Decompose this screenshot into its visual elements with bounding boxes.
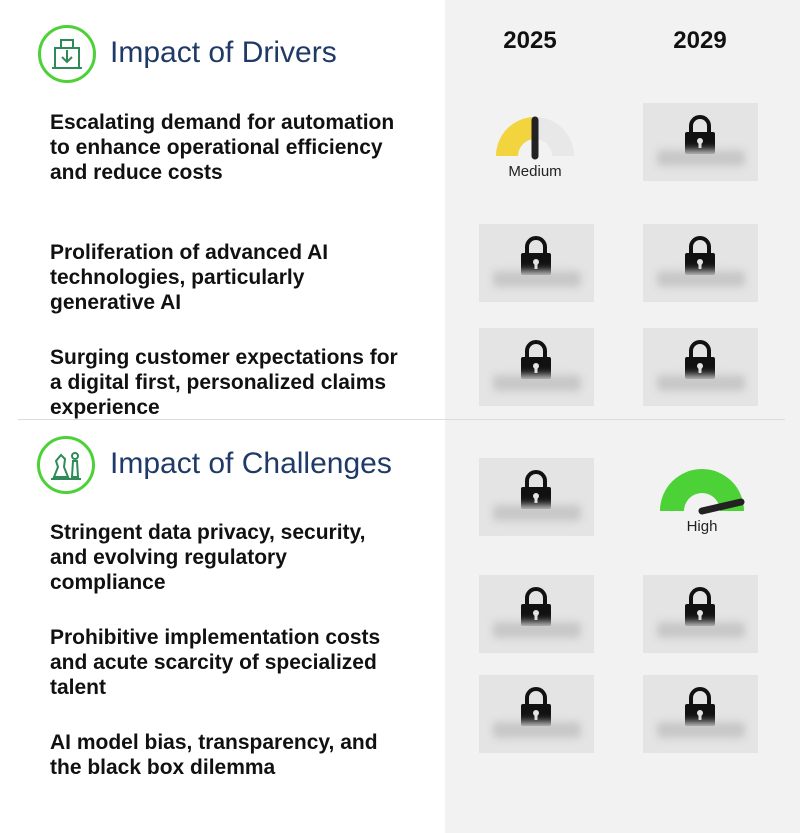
locked-rating-tile[interactable] xyxy=(643,328,758,406)
high-gauge-label: High xyxy=(686,518,718,535)
challenge-item-2: Prohibitive implementation costs and acu… xyxy=(50,626,381,699)
year-2029-header: 2029 xyxy=(673,27,727,54)
lock-icon xyxy=(685,687,715,726)
lock-icon xyxy=(685,587,715,626)
lock-icon xyxy=(521,340,551,379)
locked-rating-tile[interactable] xyxy=(479,328,594,406)
locked-rating-tile[interactable] xyxy=(479,224,594,302)
challenge-item-3: AI model bias, transparency, and the bla… xyxy=(50,731,378,779)
year-2025-header: 2025 xyxy=(503,27,557,54)
challenge-item-1: Stringent data privacy, security, and ev… xyxy=(50,521,366,594)
locked-rating-tile[interactable] xyxy=(643,224,758,302)
locked-rating-tile[interactable] xyxy=(643,103,758,181)
lock-icon xyxy=(521,470,551,509)
driver-item-1: Escalating demand for automation to enha… xyxy=(50,111,395,184)
lock-icon xyxy=(521,687,551,726)
medium-gauge-label: Medium xyxy=(508,163,562,180)
locked-rating-tile[interactable] xyxy=(479,458,594,536)
lock-icon xyxy=(685,236,715,275)
high-gauge-icon xyxy=(660,469,745,515)
lock-icon xyxy=(685,115,715,154)
locked-rating-tile[interactable] xyxy=(479,675,594,753)
drivers-title: Impact of Drivers xyxy=(110,36,337,69)
lock-icon xyxy=(521,587,551,626)
drivers-icon xyxy=(38,25,96,83)
driver-item-2: Proliferation of advanced AI technologie… xyxy=(50,241,329,314)
medium-gauge-icon xyxy=(496,116,574,160)
locked-rating-tile[interactable] xyxy=(643,675,758,753)
driver-item-3: Surging customer expectations for a digi… xyxy=(50,346,398,419)
lock-icon xyxy=(521,236,551,275)
section-divider xyxy=(18,419,785,420)
locked-rating-tile[interactable] xyxy=(479,575,594,653)
lock-icon xyxy=(685,340,715,379)
challenges-icon xyxy=(37,436,95,494)
locked-rating-tile[interactable] xyxy=(643,575,758,653)
challenges-title: Impact of Challenges xyxy=(110,447,392,480)
